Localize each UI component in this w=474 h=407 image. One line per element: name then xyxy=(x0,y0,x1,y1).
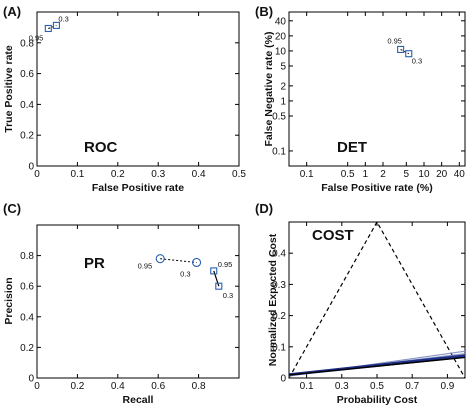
x-tick-label: 0.2 xyxy=(70,381,84,392)
x-tick-label: 0.1 xyxy=(300,169,314,180)
x-tick-label: 0 xyxy=(34,381,40,392)
y-axis-title: Precision xyxy=(3,277,15,324)
data-label: 0.3 xyxy=(58,14,68,23)
y-tick-label: 1 xyxy=(280,96,286,107)
panel-c: (C) 0 0.2 0.4 0.6 0.8 0 0.2 0.4 0.6 0.8 Recall Preci… xyxy=(3,201,240,406)
panel-label: (C) xyxy=(3,201,21,216)
data-label: 0.95 xyxy=(29,33,44,42)
y-axis-title: Normalized Expected Cost xyxy=(267,233,279,366)
y-tick-label: 0 xyxy=(28,162,34,173)
inner-label: PR xyxy=(84,255,105,272)
x-tick-label: 1 xyxy=(363,169,369,180)
y-tick-label: 5 xyxy=(280,61,286,72)
x-tick-label: 0.1 xyxy=(300,381,314,392)
y-tick-label: 0.6 xyxy=(20,282,34,293)
y-tick-label: 0.4 xyxy=(20,312,34,323)
data-label: 0.95 xyxy=(387,36,402,45)
inner-label: COST xyxy=(312,227,354,244)
x-tick-label: 5 xyxy=(404,169,410,180)
y-tick-label: 2 xyxy=(280,81,286,92)
data-label: 0.95 xyxy=(138,262,153,271)
y-tick-label: 0.4 xyxy=(272,249,286,260)
x-axis-title: Probability Cost xyxy=(337,394,418,406)
x-tick-label: 2 xyxy=(380,169,386,180)
data-label: 0.3 xyxy=(180,269,190,278)
series-line xyxy=(288,356,466,376)
series-line xyxy=(288,220,466,379)
y-tick-label: 0.8 xyxy=(20,251,34,262)
data-point xyxy=(215,282,223,290)
series-line xyxy=(400,48,410,55)
x-tick-label: 0.6 xyxy=(151,381,165,392)
plot-frame xyxy=(288,11,466,167)
x-tick-label: 0 xyxy=(34,169,40,180)
y-tick-label: 40 xyxy=(275,16,287,27)
x-tick-label: 0.3 xyxy=(151,169,165,180)
y-tick-label: 0 xyxy=(280,374,286,385)
y-tick-label: 0.5 xyxy=(272,111,286,122)
panel-label: (A) xyxy=(3,4,21,19)
y-tick-label: 0.8 xyxy=(20,38,34,49)
panel-label: (B) xyxy=(255,4,273,19)
series-line xyxy=(160,258,197,263)
panel-d: (D) 0.1 0.3 0.5 0.7 0.9 0 0.1 0.2 0.3 0.4 Probabili… xyxy=(255,201,466,406)
panel-a: (A) 0 0.1 0.2 0.3 0.4 0.5 0 0.2 0.4 0.6 0.8 False Po… xyxy=(3,4,246,194)
data-point xyxy=(192,257,202,268)
y-tick-label: 0.3 xyxy=(272,280,286,291)
x-tick-label: 0.2 xyxy=(111,169,125,180)
y-tick-label: 0.2 xyxy=(20,131,34,142)
x-tick-label: 0.4 xyxy=(192,169,206,180)
x-axis-title: Recall xyxy=(123,394,154,406)
data-point xyxy=(155,254,165,264)
x-tick-label: 0.8 xyxy=(192,381,206,392)
y-tick-label: 0.2 xyxy=(272,311,286,322)
panel-label: (D) xyxy=(255,201,273,216)
data-label: 0.3 xyxy=(223,291,233,300)
data-point xyxy=(44,24,52,33)
data-label: 0.95 xyxy=(218,260,233,269)
data-point xyxy=(210,267,218,275)
y-axis-title: True Positive rate xyxy=(3,45,15,133)
x-tick-label: 0.9 xyxy=(440,381,454,392)
data-point xyxy=(405,50,413,58)
x-tick-label: 0.5 xyxy=(370,381,384,392)
y-tick-label: 0.4 xyxy=(20,100,34,111)
y-tick-label: 0.6 xyxy=(20,69,34,80)
x-tick-label: 0.5 xyxy=(341,169,355,180)
data-point xyxy=(52,21,60,29)
x-axis-title: False Positive rate (%) xyxy=(321,182,432,194)
plot-frame xyxy=(36,11,240,167)
x-tick-label: 0.7 xyxy=(405,381,419,392)
y-tick-label: 20 xyxy=(275,31,287,42)
inner-label: ROC xyxy=(84,139,118,156)
x-tick-label: 0.3 xyxy=(335,381,349,392)
x-tick-label: 10 xyxy=(418,169,430,180)
x-tick-label: 40 xyxy=(454,169,466,180)
x-tick-label: 0.1 xyxy=(70,169,84,180)
y-axis-title: False Negative rate (%) xyxy=(263,32,275,147)
series-line xyxy=(48,24,57,29)
y-tick-label: 10 xyxy=(275,46,287,57)
x-tick-label: 20 xyxy=(436,169,448,180)
x-axis-title: False Positive rate xyxy=(92,182,184,194)
x-tick-label: 0.4 xyxy=(111,381,125,392)
y-tick-label: 0 xyxy=(28,374,34,385)
plot-frame xyxy=(36,224,240,379)
data-label: 0.3 xyxy=(412,57,422,66)
y-tick-label: 0.1 xyxy=(272,146,286,157)
x-tick-label: 0.5 xyxy=(232,169,246,180)
data-point xyxy=(397,45,405,53)
y-tick-label: 0.1 xyxy=(272,342,286,353)
y-tick-label: 0.2 xyxy=(20,343,34,354)
inner-label: DET xyxy=(337,139,367,156)
